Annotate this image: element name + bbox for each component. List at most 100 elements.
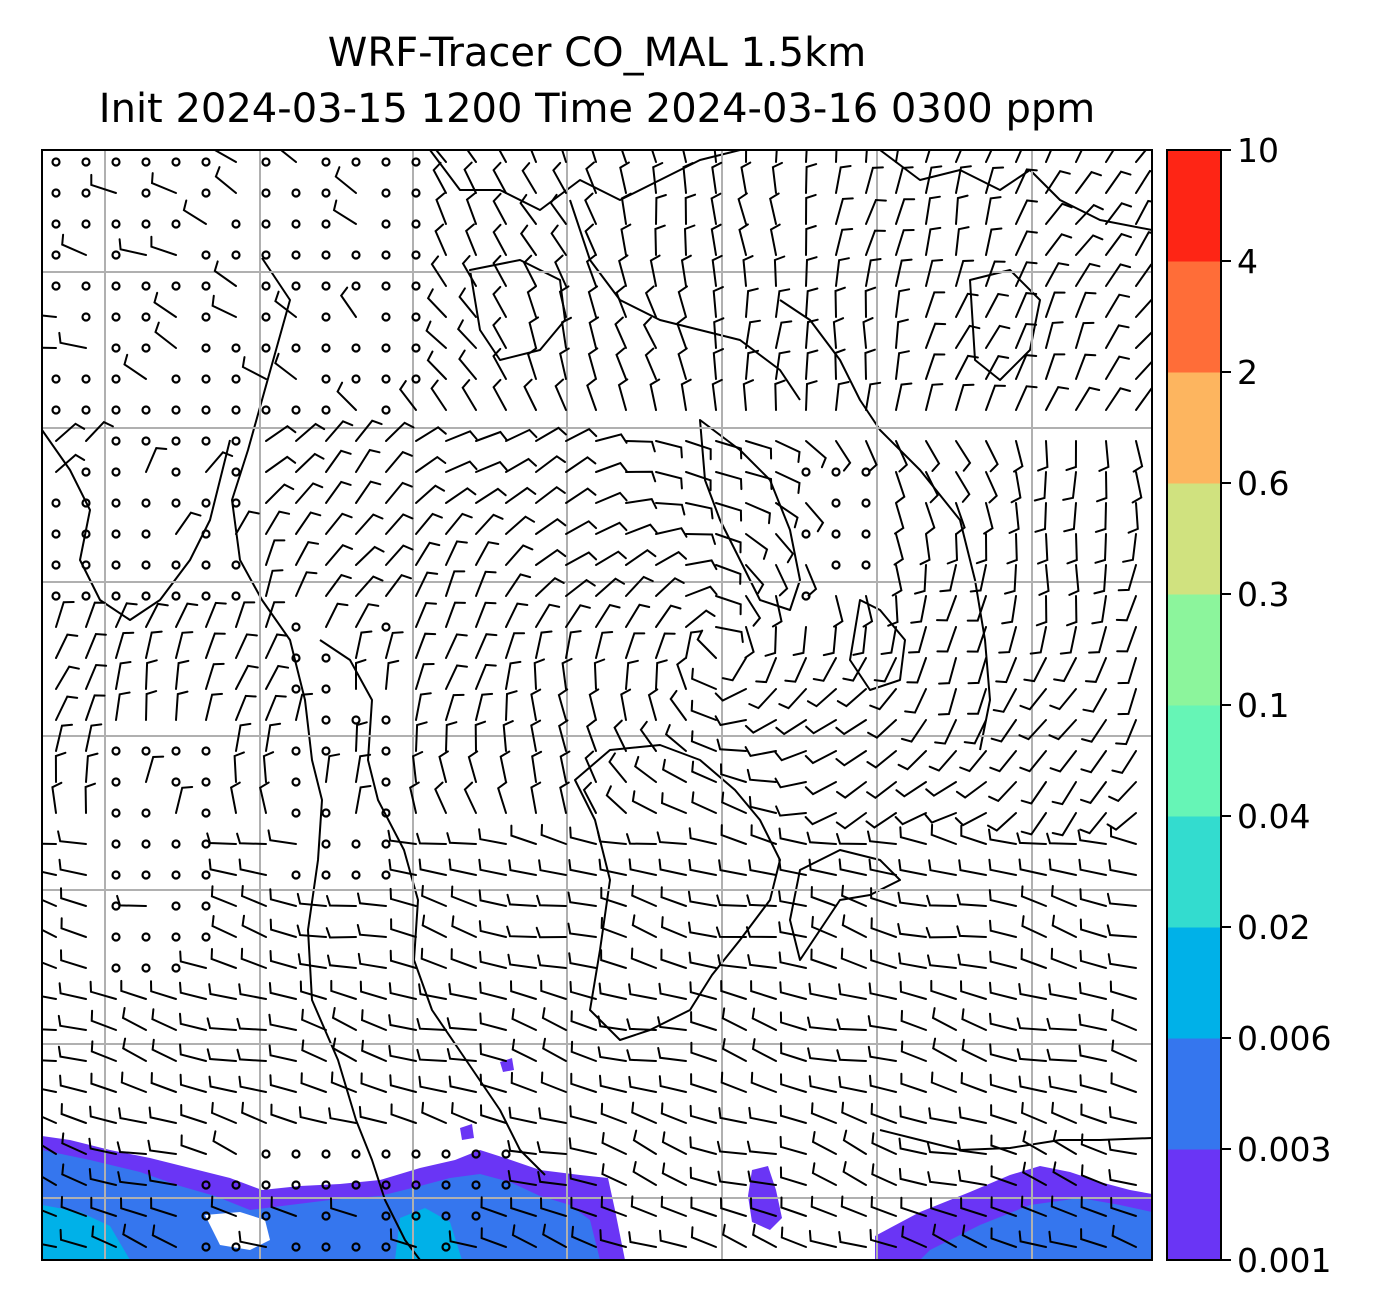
- wind-barb: [1080, 1164, 1107, 1186]
- wind-barb: [326, 895, 357, 907]
- wind-barb: [900, 1196, 927, 1217]
- calm-wind-marker: [81, 281, 91, 291]
- wind-barb: [1045, 150, 1053, 163]
- wind-barb: [835, 812, 867, 830]
- calm-wind-marker: [351, 1149, 361, 1159]
- wind-barb: [989, 981, 1017, 1000]
- colorbar-band: [1167, 594, 1221, 706]
- coastline-northeast: [879, 150, 1152, 231]
- calm-wind-marker: [111, 963, 121, 973]
- wind-barb: [852, 626, 867, 656]
- wind-barb: [1045, 170, 1071, 194]
- wind-barb: [42, 1209, 57, 1217]
- wind-barb: [619, 161, 630, 194]
- wind-barb: [540, 1197, 567, 1217]
- wind-barb: [398, 380, 417, 411]
- wind-barb: [897, 923, 927, 938]
- wind-barb: [835, 257, 850, 287]
- wind-barb: [1079, 812, 1107, 835]
- calm-wind-marker: [171, 932, 181, 942]
- calm-wind-marker: [321, 250, 331, 260]
- wind-barb: [778, 921, 807, 938]
- wind-barb: [1109, 980, 1137, 1000]
- wind-barb: [740, 161, 752, 194]
- wind-barb: [985, 196, 1002, 225]
- wind-barb: [567, 922, 597, 938]
- wind-barb: [644, 347, 657, 380]
- calm-wind-marker: [81, 467, 91, 477]
- wind-barb: [91, 1225, 117, 1248]
- wind-barb: [895, 229, 915, 256]
- wind-barb: [897, 750, 927, 771]
- wind-barb: [1117, 688, 1137, 716]
- wind-barb: [927, 954, 957, 969]
- wind-barb: [655, 550, 687, 566]
- wind-barb: [805, 163, 818, 194]
- wind-barb: [357, 952, 387, 969]
- wind-barb: [561, 657, 573, 690]
- wind-barb: [538, 859, 567, 876]
- wind-barb: [680, 254, 692, 287]
- calm-wind-marker: [291, 808, 301, 818]
- calm-wind-marker: [51, 560, 61, 570]
- wind-barb: [688, 858, 717, 876]
- wind-barb: [600, 1102, 627, 1124]
- wind-barb: [835, 381, 850, 411]
- wind-barb: [259, 781, 270, 814]
- wind-barb: [235, 510, 260, 535]
- wind-barb: [811, 1162, 837, 1186]
- calm-wind-marker: [321, 219, 331, 229]
- calm-wind-marker: [51, 374, 61, 384]
- wind-barb: [1063, 502, 1077, 533]
- wind-barb: [1080, 1196, 1107, 1217]
- wind-barb: [954, 812, 987, 827]
- wind-barb: [1049, 688, 1077, 711]
- wind-barb: [235, 633, 258, 659]
- wind-barb: [685, 609, 716, 628]
- calm-wind-marker: [141, 405, 151, 415]
- map-title-line2: Init 2024-03-15 1200 Time 2024-03-16 030…: [98, 86, 1096, 132]
- wind-barb: [840, 1195, 867, 1217]
- colorbar-tick-label: 0.003: [1237, 1130, 1331, 1169]
- calm-wind-marker: [51, 591, 61, 601]
- wind-barb: [558, 719, 569, 752]
- wind-barb: [268, 982, 297, 1000]
- wind-barb: [510, 1071, 537, 1093]
- wind-barb: [236, 1048, 267, 1062]
- wind-barb: [475, 633, 498, 659]
- calm-wind-marker: [801, 529, 811, 539]
- wind-barb: [632, 1161, 657, 1186]
- wind-barb: [558, 285, 570, 318]
- wind-barb: [568, 1137, 597, 1155]
- wind-barb: [584, 223, 597, 256]
- wind-barb: [296, 892, 327, 907]
- wind-barb: [388, 1014, 417, 1031]
- wind-barb: [1065, 440, 1077, 472]
- wind-barb: [415, 541, 441, 566]
- wind-barb: [432, 161, 447, 194]
- wind-barb: [1048, 1075, 1077, 1093]
- calm-wind-marker: [291, 219, 301, 229]
- wind-barb: [720, 980, 747, 1000]
- calm-wind-marker: [201, 901, 211, 911]
- wind-barb: [465, 223, 477, 256]
- wind-barb: [236, 832, 267, 845]
- coastline-borneo: [574, 744, 781, 1041]
- wind-barb: [805, 502, 825, 533]
- wind-barb: [1016, 832, 1047, 845]
- wind-barb: [1075, 150, 1083, 163]
- wind-barb: [925, 150, 931, 163]
- wind-barb: [717, 1170, 747, 1186]
- wind-barb: [569, 980, 597, 1000]
- wind-barb: [956, 925, 987, 938]
- colorbar-band: [1167, 150, 1221, 262]
- wind-barb: [549, 193, 567, 225]
- wind-barb: [955, 194, 969, 225]
- wind-barb: [742, 255, 754, 287]
- wind-barb: [295, 571, 318, 597]
- wind-barb: [1093, 564, 1107, 595]
- wind-barb: [521, 162, 537, 194]
- wind-barb: [336, 381, 357, 411]
- wind-barb: [805, 287, 819, 318]
- wind-barb: [265, 539, 286, 566]
